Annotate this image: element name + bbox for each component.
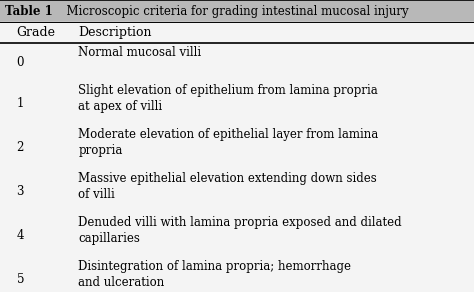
- Text: 3: 3: [17, 185, 24, 198]
- Text: 4: 4: [17, 229, 24, 242]
- Text: Grade: Grade: [17, 26, 55, 39]
- Text: Moderate elevation of epithelial layer from lamina
propria: Moderate elevation of epithelial layer f…: [78, 128, 378, 157]
- Text: Table 1  Microscopic criteria for grading intestinal mucosal injury: Table 1 Microscopic criteria for grading…: [5, 5, 398, 18]
- Bar: [0, 0, 474, 22]
- Text: Table 1: Table 1: [5, 5, 53, 18]
- Text: 2: 2: [17, 141, 24, 154]
- Text: Slight elevation of epithelium from lamina propria
at apex of villi: Slight elevation of epithelium from lami…: [78, 84, 378, 112]
- Text: 1: 1: [17, 97, 24, 110]
- Text: Denuded villi with lamina propria exposed and dilated
capillaries: Denuded villi with lamina propria expose…: [78, 215, 402, 245]
- Text: Massive epithelial elevation extending down sides
of villi: Massive epithelial elevation extending d…: [78, 172, 377, 201]
- Text: Microscopic criteria for grading intestinal mucosal injury: Microscopic criteria for grading intesti…: [59, 5, 409, 18]
- Text: 0: 0: [17, 56, 24, 69]
- Text: Description: Description: [78, 26, 152, 39]
- Text: Disintegration of lamina propria; hemorrhage
and ulceration: Disintegration of lamina propria; hemorr…: [78, 260, 351, 288]
- Text: Normal mucosal villi: Normal mucosal villi: [78, 46, 201, 59]
- Text: 5: 5: [17, 273, 24, 286]
